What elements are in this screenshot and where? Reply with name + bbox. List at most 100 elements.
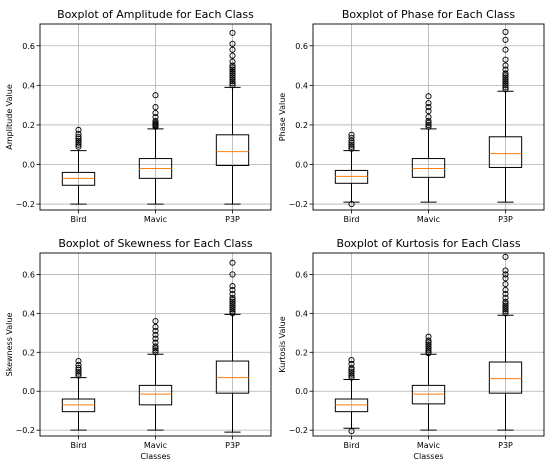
outlier-point [152,318,159,325]
outlier-point [348,374,355,381]
outlier-point [348,201,355,208]
outlier-point [502,310,509,317]
box-iqr [138,384,173,406]
outlier-point [229,29,236,36]
outlier-point [152,119,159,126]
box-bird [334,131,369,208]
outlier-point [75,139,82,146]
x-tick-label: Bird [344,441,360,450]
outlier-point [425,343,432,350]
outlier-point [229,72,236,79]
outlier-point [229,78,236,85]
box-bird [334,357,369,435]
y-tick-label: 0.6 [22,42,35,51]
boxplot-panel: −0.2 0.0 0.2 0.4 0.6 Bird Mavic P3P Boxplot of P… [278,8,545,224]
box-iqr [215,134,250,166]
outlier-point [425,117,432,125]
y-tick-label: 0.4 [22,309,35,318]
x-tick-label: P3P [225,215,240,224]
outlier-point [75,137,82,144]
x-tick-label: Mavic [417,215,440,224]
x-tick-label: Bird [71,441,87,450]
boxplot-panel: −0.2 0.0 0.2 0.4 0.6 Bird Mavic P3P Boxplot of S… [5,237,272,461]
outlier-point [75,368,82,375]
outlier-point [229,70,236,77]
outlier-point [348,143,355,150]
y-axis-label: Amplitude Value [5,84,14,150]
outlier-point [348,134,355,141]
outlier-point [75,364,82,371]
outlier-point [229,58,236,65]
outlier-point [502,286,509,294]
y-tick-label: 0.4 [295,309,308,318]
outlier-point [75,372,82,379]
y-tick-label: 0.4 [295,81,308,90]
box-mavic [411,333,446,431]
outlier-point [152,331,159,338]
boxplot-panel: −0.2 0.0 0.2 0.4 0.6 Bird Mavic P3P Boxplot of K… [278,237,545,461]
x-tick-label: Bird [344,215,360,224]
box-p3p [488,28,523,203]
outlier-point [502,294,509,301]
outlier-point [502,78,509,85]
outlier-point [502,36,509,43]
outlier-point [152,339,159,346]
x-tick-label: Mavic [417,441,440,450]
outlier-point [75,361,82,368]
outlier-point [229,306,236,313]
outlier-point [425,119,432,126]
outlier-point [502,275,509,282]
outlier-point [152,345,159,352]
y-tick-label: −0.2 [16,200,35,209]
outlier-point [152,343,159,350]
outlier-point [229,62,236,69]
outlier-point [348,357,355,364]
outlier-point [348,137,355,144]
y-tick-label: 0.0 [295,160,308,169]
outlier-point [502,300,509,307]
outlier-point [152,347,159,354]
x-axis-label: Classes [140,452,170,461]
outlier-point [75,133,82,140]
y-tick-label: 0.4 [22,81,35,90]
outlier-point [502,306,509,313]
y-axis-label: Phase Value [278,93,287,141]
outlier-point [152,109,159,117]
y-tick-label: −0.2 [289,426,308,435]
outlier-point [502,308,509,315]
box-p3p [215,259,250,433]
outlier-point [229,290,236,297]
y-tick-label: 0.2 [295,348,308,357]
outlier-point [502,74,509,81]
y-tick-label: −0.2 [289,200,308,209]
outlier-point [502,86,509,93]
outlier-point [229,80,236,87]
outlier-point [229,300,236,307]
box-iqr [488,136,523,168]
outlier-point [229,310,236,317]
outlier-point [229,296,236,303]
outlier-point [502,253,509,260]
outlier-point [229,46,236,53]
box-p3p [215,29,250,205]
outlier-point [348,141,355,148]
y-tick-label: 0.0 [22,160,35,169]
outlier-point [152,92,159,99]
outlier-point [229,302,236,309]
y-tick-label: 0.2 [22,121,35,130]
outlier-point [348,366,355,373]
outlier-point [502,72,509,79]
outlier-point [348,368,355,375]
x-axis-label: Classes [413,452,443,461]
outlier-point [75,130,82,137]
outlier-point [502,70,509,77]
outlier-point [229,68,236,75]
outlier-point [152,323,159,331]
outlier-point [502,80,509,87]
x-tick-label: P3P [498,441,513,450]
outlier-point [425,121,432,128]
x-tick-label: Mavic [144,215,167,224]
outlier-point [425,345,432,352]
outlier-point [502,82,509,89]
